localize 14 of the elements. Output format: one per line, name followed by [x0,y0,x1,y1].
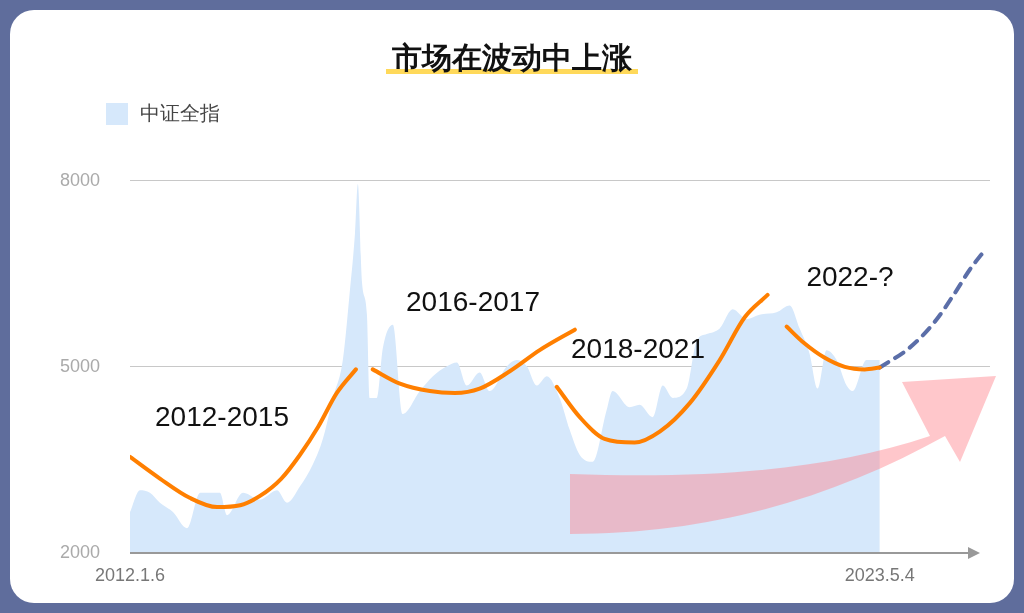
annotation: 2022-? [806,260,894,292]
line-series [554,292,770,445]
y-tick-label: 8000 [59,169,100,190]
x-tick-label: 2012.1.6 [94,564,166,585]
y-tick-label: 5000 [59,355,100,376]
annotation: 2016-2017 [406,285,540,317]
line-series [784,324,882,372]
y-tick-label: 2000 [59,541,100,562]
annotation: 2018-2021 [571,332,705,364]
x-tick-label: 2023.5.4 [844,564,915,585]
legend-label: 中证全指 [140,101,220,126]
line-series [130,367,358,510]
annotation: 2012-2015 [155,400,289,432]
chart-title: 市场在波动中上涨 [386,41,638,74]
